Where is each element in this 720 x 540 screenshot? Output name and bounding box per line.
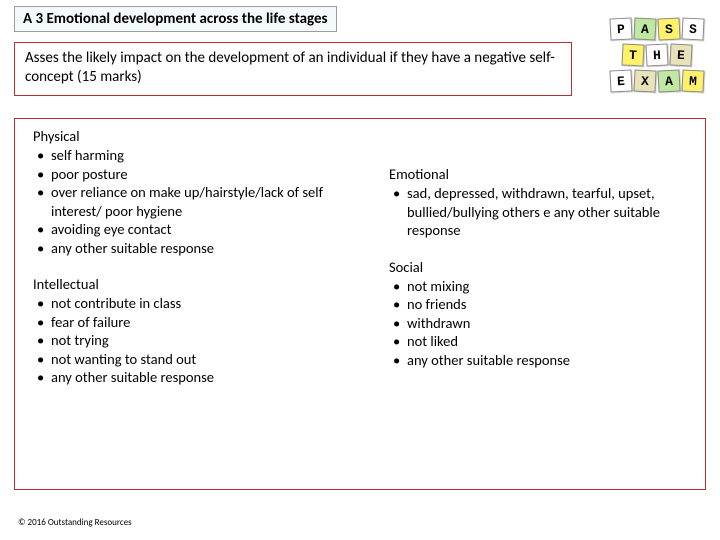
question-box: Asses the likely impact on the developme… <box>14 42 572 96</box>
section-list: not contribute in classfear of failureno… <box>33 294 369 387</box>
exam-tile: A <box>633 17 656 40</box>
list-item: fear of failure <box>35 313 369 332</box>
copyright-text: © 2016 Outstanding Resources <box>18 517 132 528</box>
list-item: not liked <box>391 332 693 351</box>
list-item: any other suitable response <box>35 239 369 258</box>
section-intellectual: Intellectualnot contribute in classfear … <box>33 275 369 387</box>
list-item: self harming <box>35 146 369 165</box>
list-item: withdrawn <box>391 314 693 333</box>
section-title: Emotional <box>389 165 693 183</box>
exam-tile: S <box>681 17 704 40</box>
slide: A 3 Emotional development across the lif… <box>0 0 720 540</box>
list-item: sad, depressed, withdrawn, tearful, upse… <box>391 184 693 240</box>
exam-tile: E <box>609 69 632 92</box>
exam-tile: X <box>633 69 656 92</box>
exam-tile: A <box>657 69 680 92</box>
section-title: Intellectual <box>33 275 369 293</box>
section-emotional: Emotionalsad, depressed, withdrawn, tear… <box>389 165 693 240</box>
left-column: Physicalself harmingpoor postureover rel… <box>33 127 369 481</box>
section-physical: Physicalself harmingpoor postureover rel… <box>33 127 369 257</box>
section-list: not mixingno friendswithdrawnnot likedan… <box>389 277 693 370</box>
section-list: self harmingpoor postureover reliance on… <box>33 146 369 257</box>
list-item: any other suitable response <box>391 351 693 370</box>
list-item: not contribute in class <box>35 294 369 313</box>
exam-tile: P <box>609 17 632 40</box>
section-social: Socialnot mixingno friendswithdrawnnot l… <box>389 258 693 370</box>
right-column: Emotionalsad, depressed, withdrawn, tear… <box>389 127 693 481</box>
content-box: Physicalself harmingpoor postureover rel… <box>14 118 706 490</box>
list-item: avoiding eye contact <box>35 220 369 239</box>
list-item: any other suitable response <box>35 368 369 387</box>
list-item: no friends <box>391 295 693 314</box>
pass-the-exam-graphic: PASSTHEEXAM <box>608 14 706 96</box>
list-item: not mixing <box>391 277 693 296</box>
exam-tile: H <box>645 43 668 66</box>
exam-tile: T <box>621 43 644 66</box>
list-item: poor posture <box>35 165 369 184</box>
exam-tile: M <box>681 69 704 92</box>
slide-title: A 3 Emotional development across the lif… <box>14 6 337 32</box>
list-item: not trying <box>35 331 369 350</box>
section-title: Social <box>389 258 693 276</box>
section-title: Physical <box>33 127 369 145</box>
section-list: sad, depressed, withdrawn, tearful, upse… <box>389 184 693 240</box>
exam-tile: E <box>669 43 692 66</box>
list-item: over reliance on make up/hairstyle/lack … <box>35 183 369 220</box>
exam-tile: S <box>657 17 680 40</box>
list-item: not wanting to stand out <box>35 350 369 369</box>
